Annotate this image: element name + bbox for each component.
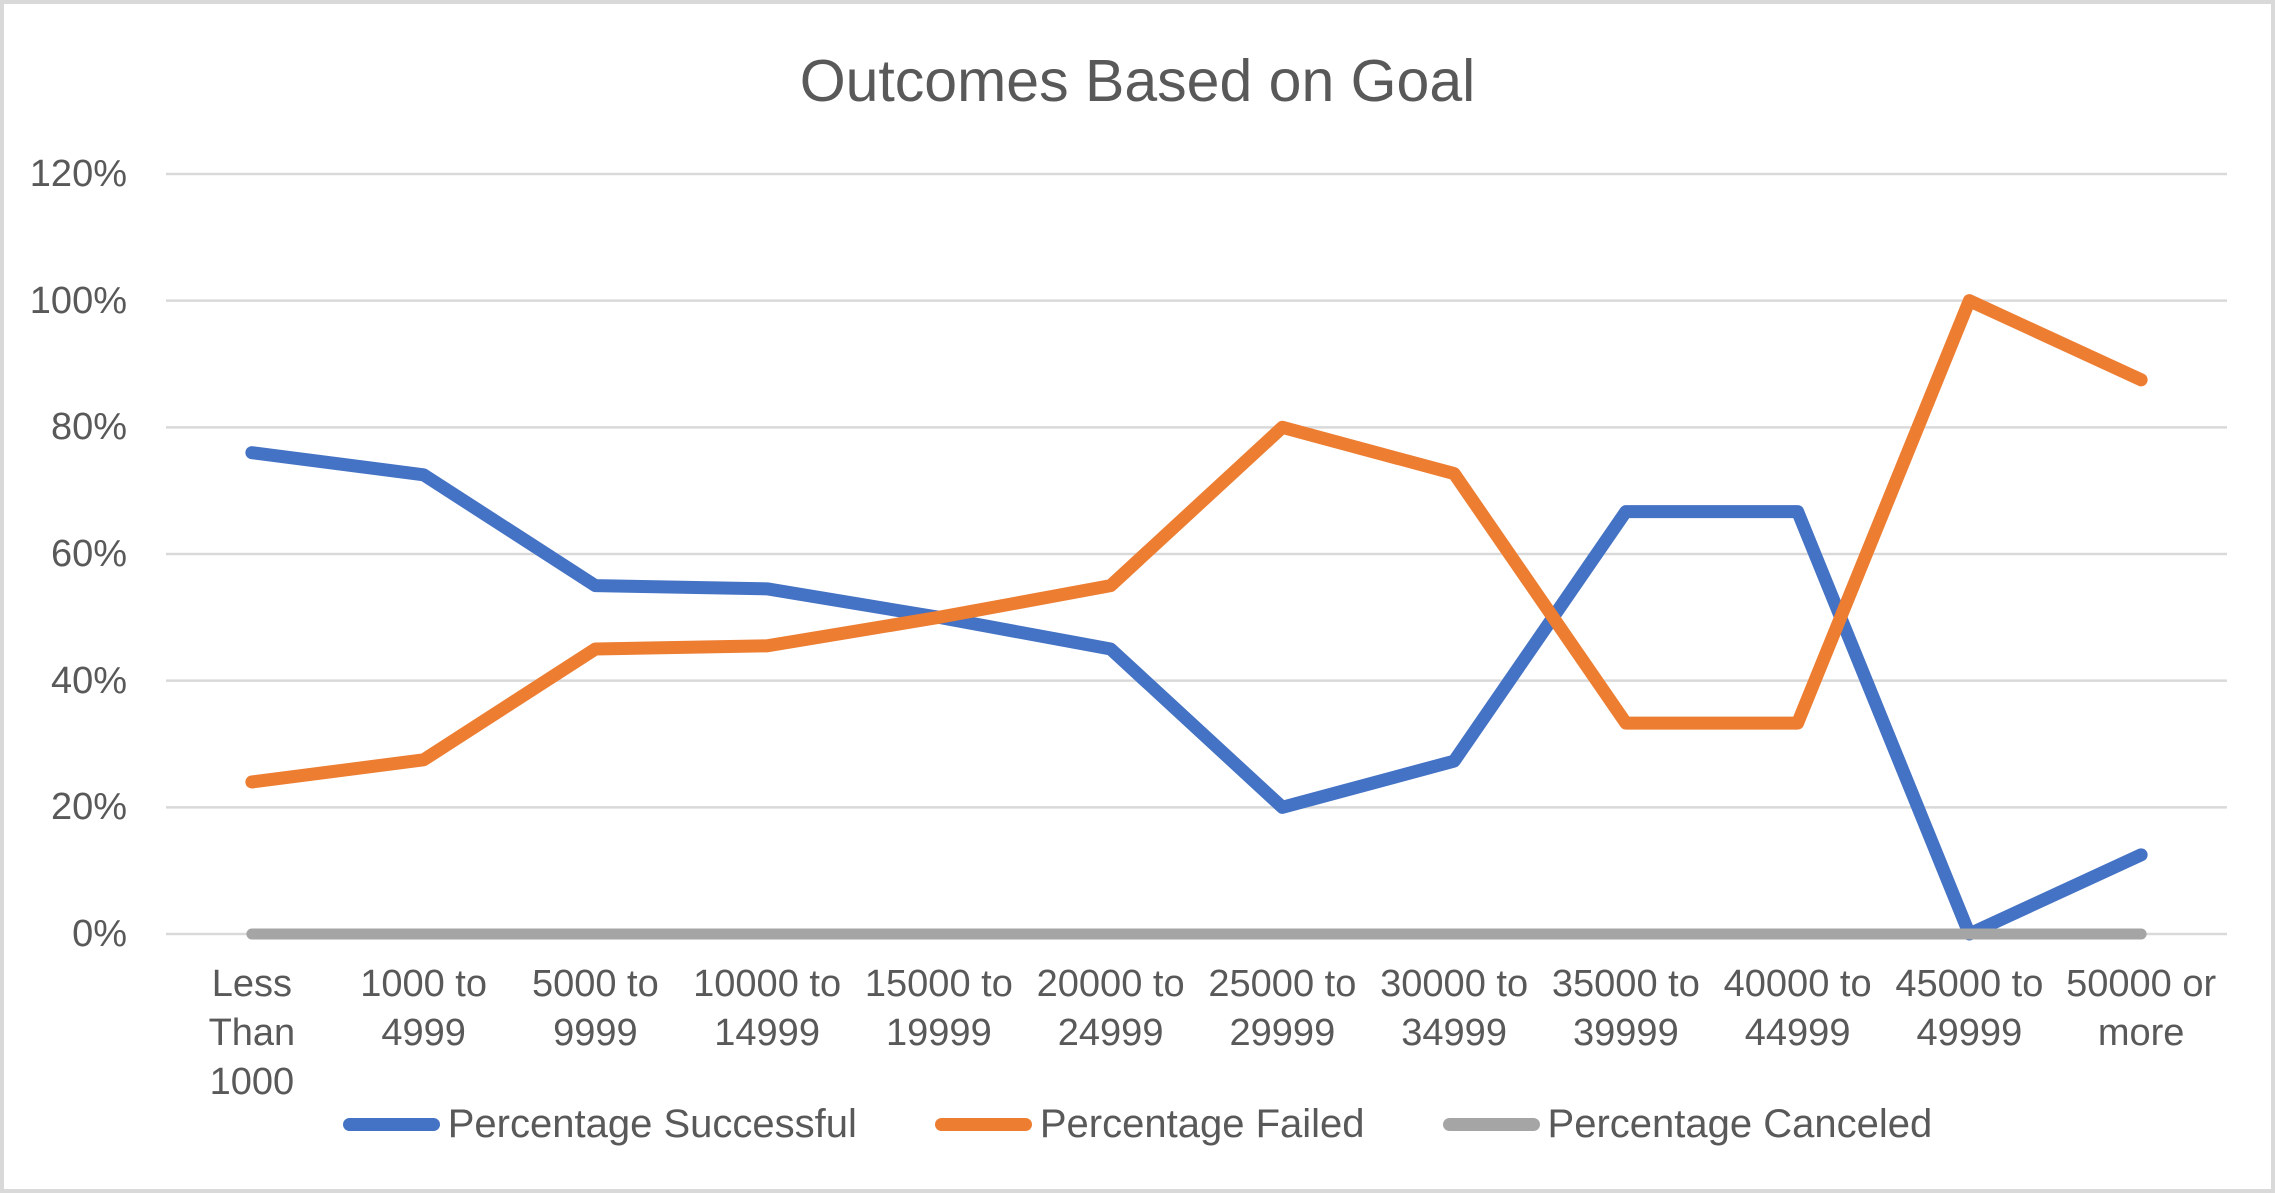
y-axis-tick-label: 100% — [29, 279, 127, 322]
y-axis-tick-label: 120% — [29, 153, 127, 195]
x-axis-category-label: 15000 to 19999 — [864, 963, 1013, 1054]
legend-entry-percentage-successful: Percentage Successful — [342, 1102, 857, 1147]
x-axis-category-label: 50000 or more — [2066, 963, 2217, 1054]
legend-entry-percentage-failed: Percentage Failed — [934, 1102, 1365, 1147]
series-line-percentage-successful — [245, 446, 2148, 941]
legend-label: Percentage Failed — [1039, 1102, 1365, 1146]
plot-area — [166, 172, 2227, 941]
legend-label: Percentage Canceled — [1547, 1102, 1933, 1146]
x-axis-category-label: 40000 to 44999 — [1723, 963, 1872, 1054]
legend-swatch-icon — [1442, 1118, 1540, 1131]
y-axis-tick-label: 0% — [72, 913, 127, 955]
legend: Percentage Successful Percentage Failed Pe… — [4, 1102, 2271, 1147]
y-axis-tick-label: 40% — [50, 659, 127, 702]
x-axis-category-label: 1000 to 4999 — [360, 963, 488, 1054]
legend-swatch-icon — [934, 1118, 1032, 1131]
legend-swatch-icon — [342, 1118, 440, 1131]
legend-entry-percentage-canceled: Percentage Canceled — [1442, 1102, 1933, 1147]
x-axis-category-label: 30000 to 34999 — [1380, 963, 1529, 1054]
chart-title: Outcomes Based on Goal — [799, 48, 1476, 114]
y-axis-tick-label: 20% — [50, 786, 127, 829]
x-axis-category-label: 35000 to 39999 — [1551, 963, 1700, 1054]
series-line-percentage-failed — [245, 294, 2148, 789]
x-axis-category-label: 10000 to 14999 — [693, 963, 842, 1054]
x-axis-category-label: 25000 to 29999 — [1208, 963, 1357, 1054]
y-axis-tick-label: 80% — [50, 406, 127, 449]
y-axis-tick-label: 60% — [50, 533, 127, 575]
x-axis-category-label: Less Than 1000 — [208, 963, 296, 1103]
x-axis-category-label: 20000 to 24999 — [1036, 963, 1185, 1054]
x-axis-category-label: 45000 to 49999 — [1895, 963, 2044, 1054]
legend-label: Percentage Successful — [447, 1102, 857, 1146]
x-axis-category-label: 5000 to 9999 — [531, 963, 659, 1054]
